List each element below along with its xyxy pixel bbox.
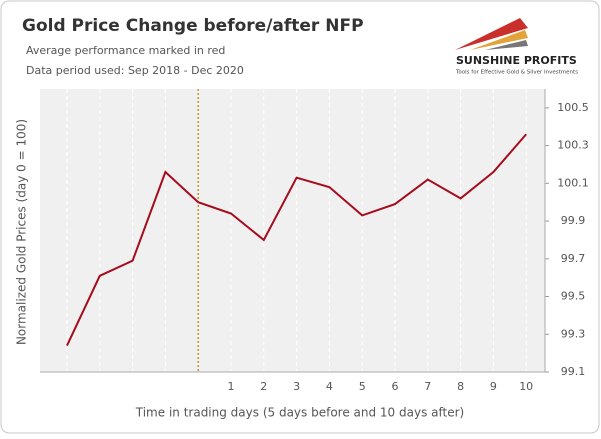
chart-title: Gold Price Change before/after NFP xyxy=(22,16,364,36)
x-tick-label: 5 xyxy=(359,380,366,393)
y-tick-label: 99.9 xyxy=(561,214,586,227)
y-tick-label: 99.7 xyxy=(561,252,586,265)
x-tick-label: 10 xyxy=(519,380,533,393)
brand-tagline: Tools for Effective Gold & Silver Invest… xyxy=(455,70,578,76)
y-tick-label: 99.5 xyxy=(561,290,586,303)
y-tick-label: 99.3 xyxy=(561,327,586,340)
y-tick-label: 99.1 xyxy=(561,365,586,378)
x-tick-label: 7 xyxy=(424,380,431,393)
x-tick-label: 9 xyxy=(490,380,497,393)
brand: SUNSHINE PROFITS xyxy=(456,54,577,67)
logo xyxy=(455,18,528,50)
x-tick-label: 3 xyxy=(293,380,300,393)
x-tick-label: 2 xyxy=(260,380,267,393)
x-tick-label: 4 xyxy=(326,380,333,393)
plot-area xyxy=(40,89,545,372)
y-tick-label: 100.3 xyxy=(557,139,589,152)
x-axis-label: Time in trading days (5 days before and … xyxy=(135,406,464,420)
x-tick-label: 1 xyxy=(228,380,235,393)
data-line xyxy=(66,133,527,347)
x-tick-label: 8 xyxy=(457,380,464,393)
note: Data period used: Sep 2018 - Dec 2020 xyxy=(26,64,244,77)
y-tick-label: 100.1 xyxy=(557,176,589,189)
x-tick-label: 6 xyxy=(392,380,399,393)
subtitle: Average performance marked in red xyxy=(26,44,225,57)
y-tick-label: 100.5 xyxy=(557,101,589,114)
y-axis-label: Normalized Gold Prices (day 0 = 100) xyxy=(15,119,29,345)
